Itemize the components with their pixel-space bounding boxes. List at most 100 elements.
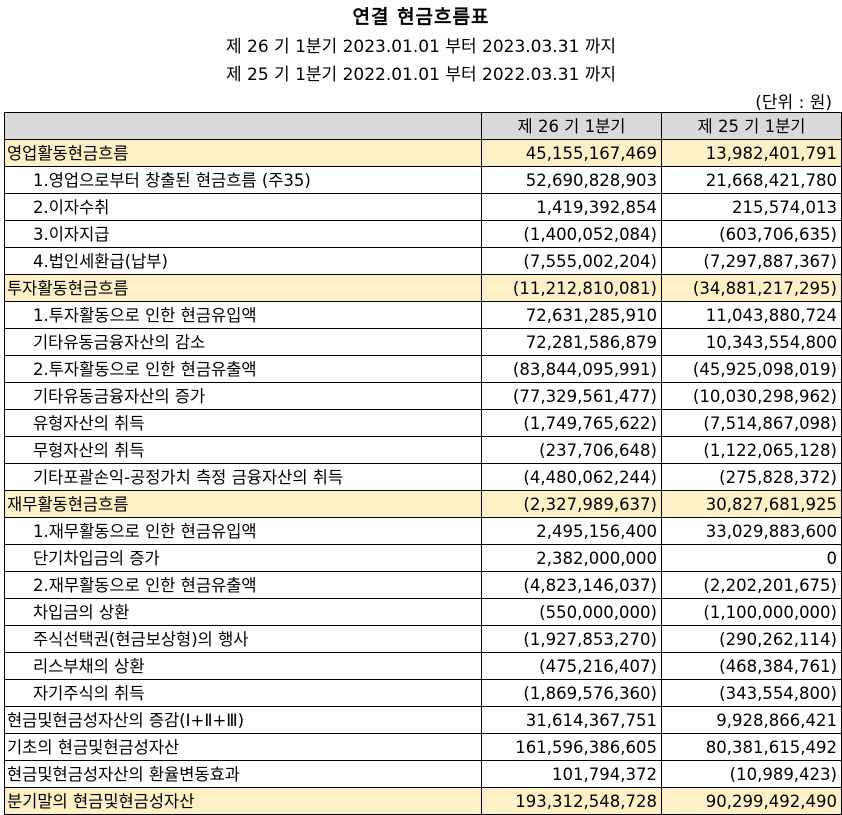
prior-period-value: (290,262,114) xyxy=(661,625,842,653)
current-period-value: 101,794,372 xyxy=(481,760,662,788)
prior-period-value: (7,297,887,367) xyxy=(661,247,842,275)
prior-period-value: (343,554,800) xyxy=(661,679,842,707)
row-label: 2.이자수취 xyxy=(4,193,482,221)
row-label: 현금및현금성자산의 증감(Ⅰ+Ⅱ+Ⅲ) xyxy=(4,706,482,734)
row-label: 차입금의 상환 xyxy=(4,598,482,626)
table-row: 기타유동금융자산의 감소 72,281,586,879 10,343,554,800 xyxy=(4,328,842,356)
current-period-value: (475,216,407) xyxy=(481,652,662,680)
prior-period-value: 0 xyxy=(661,544,842,572)
current-period-value: 72,281,586,879 xyxy=(481,328,662,356)
table-row: 유형자산의 취득 (1,749,765,622) (7,514,867,098) xyxy=(4,409,842,437)
row-label: 무형자산의 취득 xyxy=(4,436,482,464)
table-row-section: 투자활동현금흐름 (11,212,810,081) (34,881,217,295) xyxy=(4,274,842,302)
table-body: 영업활동현금흐름 45,155,167,469 13,982,401,791 1.영업… xyxy=(4,139,842,815)
current-period-value: (550,000,000) xyxy=(481,598,662,626)
current-period-value: (4,480,062,244) xyxy=(481,463,662,491)
row-label: 투자활동현금흐름 xyxy=(4,274,482,302)
table-row: 1.영업으로부터 창출된 현금흐름 (주35) 52,690,828,903 21,… xyxy=(4,166,842,194)
current-period-value: (1,927,853,270) xyxy=(481,625,662,653)
table-header-row: 제 26 기 1분기 제 25 기 1분기 xyxy=(4,112,842,140)
table-row: 차입금의 상환 (550,000,000) (1,100,000,000) xyxy=(4,598,842,626)
row-label: 현금및현금성자산의 환율변동효과 xyxy=(4,760,482,788)
table-row: 3.이자지급 (1,400,052,084) (603,706,635) xyxy=(4,220,842,248)
prior-period-value: (1,100,000,000) xyxy=(661,598,842,626)
current-period-value: 31,614,367,751 xyxy=(481,706,662,734)
row-label: 기타유동금융자산의 증가 xyxy=(4,382,482,410)
prior-period-value: 80,381,615,492 xyxy=(661,733,842,761)
table-row-section: 분기말의 현금및현금성자산 193,312,548,728 90,299,492,4… xyxy=(4,787,842,815)
table-row: 기초의 현금및현금성자산 161,596,386,605 80,381,615,49… xyxy=(4,733,842,761)
prior-period-value: (2,202,201,675) xyxy=(661,571,842,599)
prior-period-value: 13,982,401,791 xyxy=(661,139,842,167)
prior-period-value: 9,928,866,421 xyxy=(661,706,842,734)
current-period-value: (1,869,576,360) xyxy=(481,679,662,707)
current-period-value: (77,329,561,477) xyxy=(481,382,662,410)
prior-period-value: (275,828,372) xyxy=(661,463,842,491)
current-period-value: (11,212,810,081) xyxy=(481,274,662,302)
table-row: 2.재무활동으로 인한 현금유출액 (4,823,146,037) (2,202,2… xyxy=(4,571,842,599)
current-period-value: (237,706,648) xyxy=(481,436,662,464)
prior-period-value: (468,384,761) xyxy=(661,652,842,680)
row-label: 기초의 현금및현금성자산 xyxy=(4,733,482,761)
current-period-value: (1,749,765,622) xyxy=(481,409,662,437)
row-label: 기타유동금융자산의 감소 xyxy=(4,328,482,356)
row-label: 재무활동현금흐름 xyxy=(4,490,482,518)
current-period-value: (7,555,002,204) xyxy=(481,247,662,275)
period-current: 제 26 기 1분기 2023.01.01 부터 2023.03.31 까지 xyxy=(225,37,617,57)
table-row: 현금및현금성자산의 환율변동효과 101,794,372 (10,989,423) xyxy=(4,760,842,788)
table-row-section: 재무활동현금흐름 (2,327,989,637) 30,827,681,925 xyxy=(4,490,842,518)
prior-period-value: (1,122,065,128) xyxy=(661,436,842,464)
row-label: 2.재무활동으로 인한 현금유출액 xyxy=(4,571,482,599)
prior-period-value: (45,925,098,019) xyxy=(661,355,842,383)
prior-period-value: 215,574,013 xyxy=(661,193,842,221)
cash-flow-table: 제 26 기 1분기 제 25 기 1분기 영업활동현금흐름 45,155,167… xyxy=(4,112,842,815)
row-label: 3.이자지급 xyxy=(4,220,482,248)
current-period-value: 2,382,000,000 xyxy=(481,544,662,572)
prior-period-value: (34,881,217,295) xyxy=(661,274,842,302)
row-label: 단기차입금의 증가 xyxy=(4,544,482,572)
header-current-period: 제 26 기 1분기 xyxy=(481,112,662,140)
prior-period-value: (10,030,298,962) xyxy=(661,382,842,410)
period-prior: 제 25 기 1분기 2022.01.01 부터 2022.03.31 까지 xyxy=(225,65,617,85)
prior-period-value: 11,043,880,724 xyxy=(661,301,842,329)
table-row: 현금및현금성자산의 증감(Ⅰ+Ⅱ+Ⅲ) 31,614,367,751 9,928,8… xyxy=(4,706,842,734)
row-label: 기타포괄손익-공정가치 측정 금융자산의 취득 xyxy=(4,463,482,491)
row-label: 영업활동현금흐름 xyxy=(4,139,482,167)
current-period-value: 1,419,392,854 xyxy=(481,193,662,221)
table-row: 무형자산의 취득 (237,706,648) (1,122,065,128) xyxy=(4,436,842,464)
prior-period-value: 21,668,421,780 xyxy=(661,166,842,194)
current-period-value: (1,400,052,084) xyxy=(481,220,662,248)
current-period-value: 161,596,386,605 xyxy=(481,733,662,761)
table-row: 기타유동금융자산의 증가 (77,329,561,477) (10,030,298,… xyxy=(4,382,842,410)
prior-period-value: (603,706,635) xyxy=(661,220,842,248)
current-period-value: (4,823,146,037) xyxy=(481,571,662,599)
current-period-value: 2,495,156,400 xyxy=(481,517,662,545)
table-row: 단기차입금의 증가 2,382,000,000 0 xyxy=(4,544,842,572)
table-row: 자기주식의 취득 (1,869,576,360) (343,554,800) xyxy=(4,679,842,707)
row-label: 리스부채의 상환 xyxy=(4,652,482,680)
current-period-value: 72,631,285,910 xyxy=(481,301,662,329)
table-row: 1.재무활동으로 인한 현금유입액 2,495,156,400 33,029,883… xyxy=(4,517,842,545)
table-row: 2.이자수취 1,419,392,854 215,574,013 xyxy=(4,193,842,221)
table-row: 리스부채의 상환 (475,216,407) (468,384,761) xyxy=(4,652,842,680)
unit-label: (단위 : 원) xyxy=(755,93,832,113)
row-label: 1.투자활동으로 인한 현금유입액 xyxy=(4,301,482,329)
prior-period-value: 90,299,492,490 xyxy=(661,787,842,815)
statement-title: 연결 현금흐름표 xyxy=(352,6,490,28)
prior-period-value: (7,514,867,098) xyxy=(661,409,842,437)
row-label: 유형자산의 취득 xyxy=(4,409,482,437)
current-period-value: 193,312,548,728 xyxy=(481,787,662,815)
table-row: 4.법인세환급(납부) (7,555,002,204) (7,297,887,367… xyxy=(4,247,842,275)
table-row: 2.투자활동으로 인한 현금유출액 (83,844,095,991) (45,925… xyxy=(4,355,842,383)
table-row-section: 영업활동현금흐름 45,155,167,469 13,982,401,791 xyxy=(4,139,842,167)
current-period-value: 45,155,167,469 xyxy=(481,139,662,167)
prior-period-value: 30,827,681,925 xyxy=(661,490,842,518)
current-period-value: 52,690,828,903 xyxy=(481,166,662,194)
current-period-value: (83,844,095,991) xyxy=(481,355,662,383)
row-label: 1.재무활동으로 인한 현금유입액 xyxy=(4,517,482,545)
row-label: 4.법인세환급(납부) xyxy=(4,247,482,275)
table-row: 1.투자활동으로 인한 현금유입액 72,631,285,910 11,043,88… xyxy=(4,301,842,329)
table-row: 주식선택권(현금보상형)의 행사 (1,927,853,270) (290,262,… xyxy=(4,625,842,653)
row-label: 분기말의 현금및현금성자산 xyxy=(4,787,482,815)
current-period-value: (2,327,989,637) xyxy=(481,490,662,518)
